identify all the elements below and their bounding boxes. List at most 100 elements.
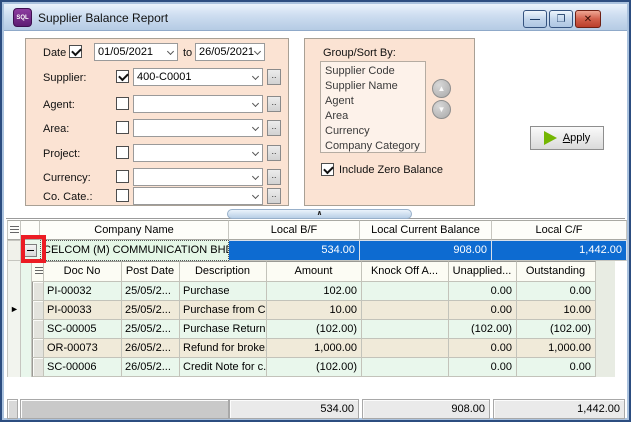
amount-cell[interactable]: (102.00) xyxy=(267,358,362,377)
doc-no-cell[interactable]: OR-00073 xyxy=(44,339,122,358)
knock-off-cell[interactable] xyxy=(362,282,449,301)
local-cf-cell[interactable]: 1,442.00 xyxy=(492,240,627,261)
knock-off-column-header[interactable]: Knock Off A... xyxy=(362,261,449,282)
area-browse-button[interactable]: .. xyxy=(267,120,281,136)
unapplied-cell[interactable]: 0.00 xyxy=(449,301,517,320)
include-zero-balance-checkbox[interactable] xyxy=(321,163,334,176)
project-browse-button[interactable]: .. xyxy=(267,145,281,161)
amount-cell[interactable]: 1,000.00 xyxy=(267,339,362,358)
minimize-button[interactable]: — xyxy=(523,10,547,28)
table-row[interactable]: SC-00006 26/05/2... Credit Note for c...… xyxy=(32,358,596,377)
post-date-cell[interactable]: 25/05/2... xyxy=(122,282,180,301)
grid-menu-icon xyxy=(35,267,44,275)
date-checkbox[interactable] xyxy=(69,45,82,58)
group-sort-listbox[interactable]: Supplier Code Supplier Name Agent Area C… xyxy=(320,61,426,153)
currency-browse-button[interactable]: .. xyxy=(267,169,281,185)
date-to-select[interactable]: 26/05/2021 xyxy=(195,43,265,61)
move-up-button[interactable]: ▲ xyxy=(432,79,451,98)
description-cell[interactable]: Purchase from CE... xyxy=(180,301,267,320)
agent-select[interactable] xyxy=(133,95,263,113)
row-stub xyxy=(32,282,44,301)
doc-no-column-header[interactable]: Doc No xyxy=(44,261,122,282)
outstanding-cell[interactable]: (102.00) xyxy=(517,320,596,339)
supplier-select[interactable]: 400-C0001 xyxy=(133,68,263,86)
project-select[interactable] xyxy=(133,144,263,162)
unapplied-cell[interactable]: 0.00 xyxy=(449,282,517,301)
list-item[interactable]: Agent xyxy=(321,94,425,109)
knock-off-cell[interactable] xyxy=(362,358,449,377)
unapplied-column-header[interactable]: Unapplied... xyxy=(449,261,517,282)
doc-no-cell[interactable]: PI-00033 xyxy=(44,301,122,320)
outstanding-cell[interactable]: 10.00 xyxy=(517,301,596,320)
co-category-checkbox[interactable] xyxy=(116,189,129,202)
footer-spacer xyxy=(20,399,229,419)
local-current-balance-cell[interactable]: 908.00 xyxy=(360,240,492,261)
outstanding-column-header[interactable]: Outstanding xyxy=(517,261,596,282)
arrow-down-icon: ▼ xyxy=(438,105,446,114)
currency-checkbox[interactable] xyxy=(116,170,129,183)
list-item[interactable]: Supplier Code xyxy=(321,64,425,79)
doc-no-cell[interactable]: SC-00005 xyxy=(44,320,122,339)
local-current-balance-column-header[interactable]: Local Current Balance xyxy=(360,220,492,240)
area-checkbox[interactable] xyxy=(116,121,129,134)
unapplied-cell[interactable]: 0.00 xyxy=(449,339,517,358)
outstanding-cell[interactable]: 1,000.00 xyxy=(517,339,596,358)
column-chooser-header[interactable] xyxy=(7,220,21,240)
list-item[interactable]: Currency xyxy=(321,124,425,139)
project-checkbox[interactable] xyxy=(116,146,129,159)
list-item[interactable]: Supplier Name xyxy=(321,79,425,94)
co-category-browse-button[interactable]: .. xyxy=(267,188,281,204)
unapplied-cell[interactable]: 0.00 xyxy=(449,358,517,377)
doc-no-cell[interactable]: PI-00032 xyxy=(44,282,122,301)
description-cell[interactable]: Credit Note for c... xyxy=(180,358,267,377)
maximize-button[interactable]: ❐ xyxy=(549,10,573,28)
list-item[interactable]: Company Category xyxy=(321,139,425,154)
outstanding-cell[interactable]: 0.00 xyxy=(517,358,596,377)
supplier-browse-button[interactable]: .. xyxy=(267,69,281,85)
doc-no-cell[interactable]: SC-00006 xyxy=(44,358,122,377)
table-row[interactable]: PI-00032 25/05/2... Purchase 102.00 0.00… xyxy=(32,282,596,301)
knock-off-cell[interactable] xyxy=(362,301,449,320)
area-select[interactable] xyxy=(133,119,263,137)
description-cell[interactable]: Purchase Returned xyxy=(180,320,267,339)
company-name-column-header[interactable]: Company Name xyxy=(40,220,229,240)
table-row[interactable]: SC-00005 25/05/2... Purchase Returned (1… xyxy=(32,320,596,339)
amount-cell[interactable]: 102.00 xyxy=(267,282,362,301)
local-bf-cell[interactable]: 534.00 xyxy=(229,240,360,261)
group-sort-panel: Group/Sort By: Supplier Code Supplier Na… xyxy=(304,38,475,206)
local-cf-column-header[interactable]: Local C/F xyxy=(492,220,627,240)
local-bf-column-header[interactable]: Local B/F xyxy=(229,220,360,240)
post-date-cell[interactable]: 25/05/2... xyxy=(122,320,180,339)
post-date-cell[interactable]: 26/05/2... xyxy=(122,339,180,358)
post-date-cell[interactable]: 25/05/2... xyxy=(122,301,180,320)
amount-column-header[interactable]: Amount xyxy=(267,261,362,282)
description-cell[interactable]: Purchase xyxy=(180,282,267,301)
list-item[interactable]: Area xyxy=(321,109,425,124)
post-date-column-header[interactable]: Post Date xyxy=(122,261,180,282)
detail-column-chooser[interactable] xyxy=(32,261,44,282)
post-date-cell[interactable]: 26/05/2... xyxy=(122,358,180,377)
move-down-button[interactable]: ▼ xyxy=(432,100,451,119)
agent-checkbox[interactable] xyxy=(116,97,129,110)
table-row[interactable]: OR-00073 26/05/2... Refund for broke... … xyxy=(32,339,596,358)
table-row[interactable]: PI-00033 25/05/2... Purchase from CE... … xyxy=(32,301,596,320)
description-cell[interactable]: Refund for broke... xyxy=(180,339,267,358)
amount-cell[interactable]: 10.00 xyxy=(267,301,362,320)
currency-select[interactable] xyxy=(133,168,263,186)
amount-cell[interactable]: (102.00) xyxy=(267,320,362,339)
play-icon xyxy=(544,131,557,145)
outstanding-cell[interactable]: 0.00 xyxy=(517,282,596,301)
close-button[interactable]: ✕ xyxy=(575,10,601,28)
knock-off-cell[interactable] xyxy=(362,339,449,358)
supplier-checkbox[interactable] xyxy=(116,70,129,83)
collapse-splitter-button[interactable]: ∧ xyxy=(227,209,412,219)
knock-off-cell[interactable] xyxy=(362,320,449,339)
agent-browse-button[interactable]: .. xyxy=(267,96,281,112)
date-from-select[interactable]: 01/05/2021 xyxy=(94,43,178,61)
apply-button[interactable]: Apply xyxy=(530,126,604,150)
description-column-header[interactable]: Description xyxy=(180,261,267,282)
co-category-select[interactable] xyxy=(133,187,263,205)
company-name-cell[interactable]: CELCOM (M) COMMUNICATION BHD xyxy=(40,240,229,261)
titlebar[interactable]: SQL Supplier Balance Report — ❐ ✕ xyxy=(4,4,627,31)
unapplied-cell[interactable]: (102.00) xyxy=(449,320,517,339)
